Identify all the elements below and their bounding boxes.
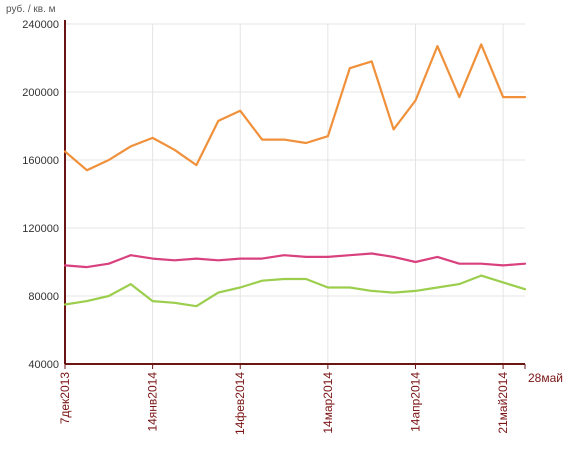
y-tick-label: 80000: [28, 291, 59, 303]
y-axis-ticks: 240000 200000 160000 120000 80000 40000: [22, 19, 59, 371]
y-tick-label: 40000: [28, 359, 59, 371]
x-tick-label: 7дек2013: [58, 372, 72, 425]
x-tick-label: 14апр2014: [408, 372, 422, 432]
axes: [64, 20, 525, 365]
x-tick-label: 28май: [528, 371, 563, 385]
y-unit-label: руб. / кв. м: [6, 3, 56, 15]
x-tick-label: 14янв2014: [146, 372, 160, 432]
series-line-3: [63, 274, 527, 308]
y-tick-label: 240000: [22, 19, 59, 31]
y-tick-label: 120000: [22, 223, 59, 235]
x-tick-label: 14мар2014: [321, 372, 335, 434]
x-tick-label: 21май2014: [496, 372, 510, 434]
gridlines: [65, 23, 525, 364]
x-axis-ticks: 7дек2013 14янв2014 14фев2014 14мар2014 14апр…: [58, 364, 563, 435]
y-tick-label: 160000: [22, 155, 59, 167]
x-tick-label: 14фев2014: [233, 372, 247, 435]
series-line-2: [63, 252, 527, 269]
series-lines: [63, 43, 527, 308]
series-line-1: [63, 43, 527, 172]
y-tick-label: 200000: [22, 87, 59, 99]
